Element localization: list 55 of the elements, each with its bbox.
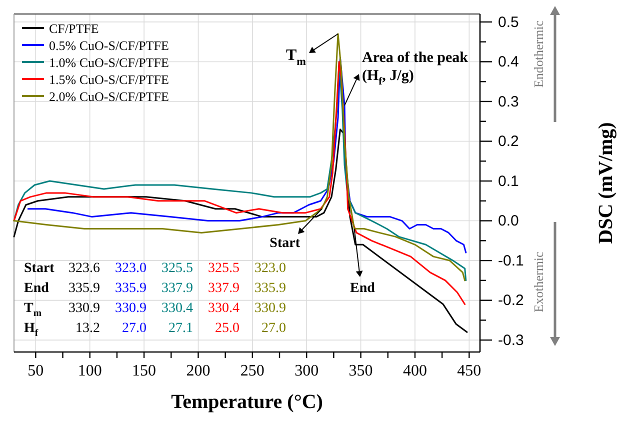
x-tick-label: 300: [294, 362, 319, 380]
x-tick-label: 150: [132, 362, 156, 380]
annotation: T$_{m}$: [24, 301, 42, 320]
annotation: 323.6: [68, 261, 100, 276]
y-tick-label: -0.3: [498, 332, 524, 349]
annotation: 27.0: [262, 321, 286, 336]
x-tick-label: 350: [348, 362, 373, 380]
x-tick-label: 450: [457, 362, 482, 380]
annotation: T$_{m}$: [286, 47, 307, 68]
annotation: H$_{f}$: [24, 321, 39, 340]
annotation: 323.0: [254, 261, 286, 276]
y-tick-label: 0.1: [498, 172, 519, 190]
x-tick-label: 400: [402, 362, 427, 380]
y-tick-label: 0.2: [498, 133, 519, 150]
annotation: 27.0: [122, 321, 146, 336]
annotation: 330.9: [254, 301, 286, 316]
annotation: 25.0: [215, 321, 240, 336]
annotation: 330.4: [208, 301, 240, 316]
legend-label: 1.0% CuO-S/CF/PTFE: [49, 54, 169, 70]
annotation: 27.1: [168, 321, 193, 336]
y-tick-label: 0.0: [498, 212, 519, 230]
x-tick-label: 250: [240, 362, 264, 380]
x-tick-label: 50: [28, 362, 44, 380]
annotation: 330.9: [68, 301, 100, 316]
annotation: 337.9: [208, 281, 240, 296]
x-tick-label: 100: [78, 362, 102, 380]
annotation: 325.5: [162, 261, 193, 276]
text: Endothermic: [530, 20, 546, 88]
x-axis-title: Temperature (°C): [171, 391, 323, 413]
text: Exothermic: [530, 251, 546, 312]
annotation: End: [350, 281, 376, 296]
legend-label: 0.5% CuO-S/CF/PTFE: [49, 38, 169, 52]
annotation: 325.5: [208, 261, 240, 276]
annotation: 323.0: [115, 261, 146, 276]
y-axis-title: DSC (mV/mg): [595, 122, 617, 244]
y-tick-label: 0.4: [498, 54, 519, 71]
y-tick-label: 0.3: [498, 93, 519, 110]
annotation: 335.9: [254, 281, 286, 296]
annotation: 337.9: [162, 281, 193, 296]
annotation: End: [24, 281, 50, 296]
legend-label: CF/PTFE: [49, 20, 99, 36]
y-tick-label: -0.1: [498, 252, 524, 270]
annotation: 335.9: [68, 281, 100, 296]
annotation: 330.9: [115, 301, 146, 316]
annotation: Start: [270, 236, 300, 251]
annotation: Start: [24, 261, 55, 276]
annotation: 330.4: [162, 301, 193, 316]
x-tick-label: 200: [186, 362, 210, 380]
annotation: Area of the peak (H$_{f}$, J/g): [362, 50, 472, 88]
legend-label: 1.5% CuO-S/CF/PTFE: [49, 72, 169, 86]
annotation: 13.2: [76, 321, 100, 336]
annotation: 335.9: [115, 281, 146, 296]
legend-label: 2.0% CuO-S/CF/PTFE: [49, 88, 169, 104]
y-tick-label: 0.5: [498, 14, 519, 31]
y-tick-label: -0.2: [498, 292, 524, 310]
